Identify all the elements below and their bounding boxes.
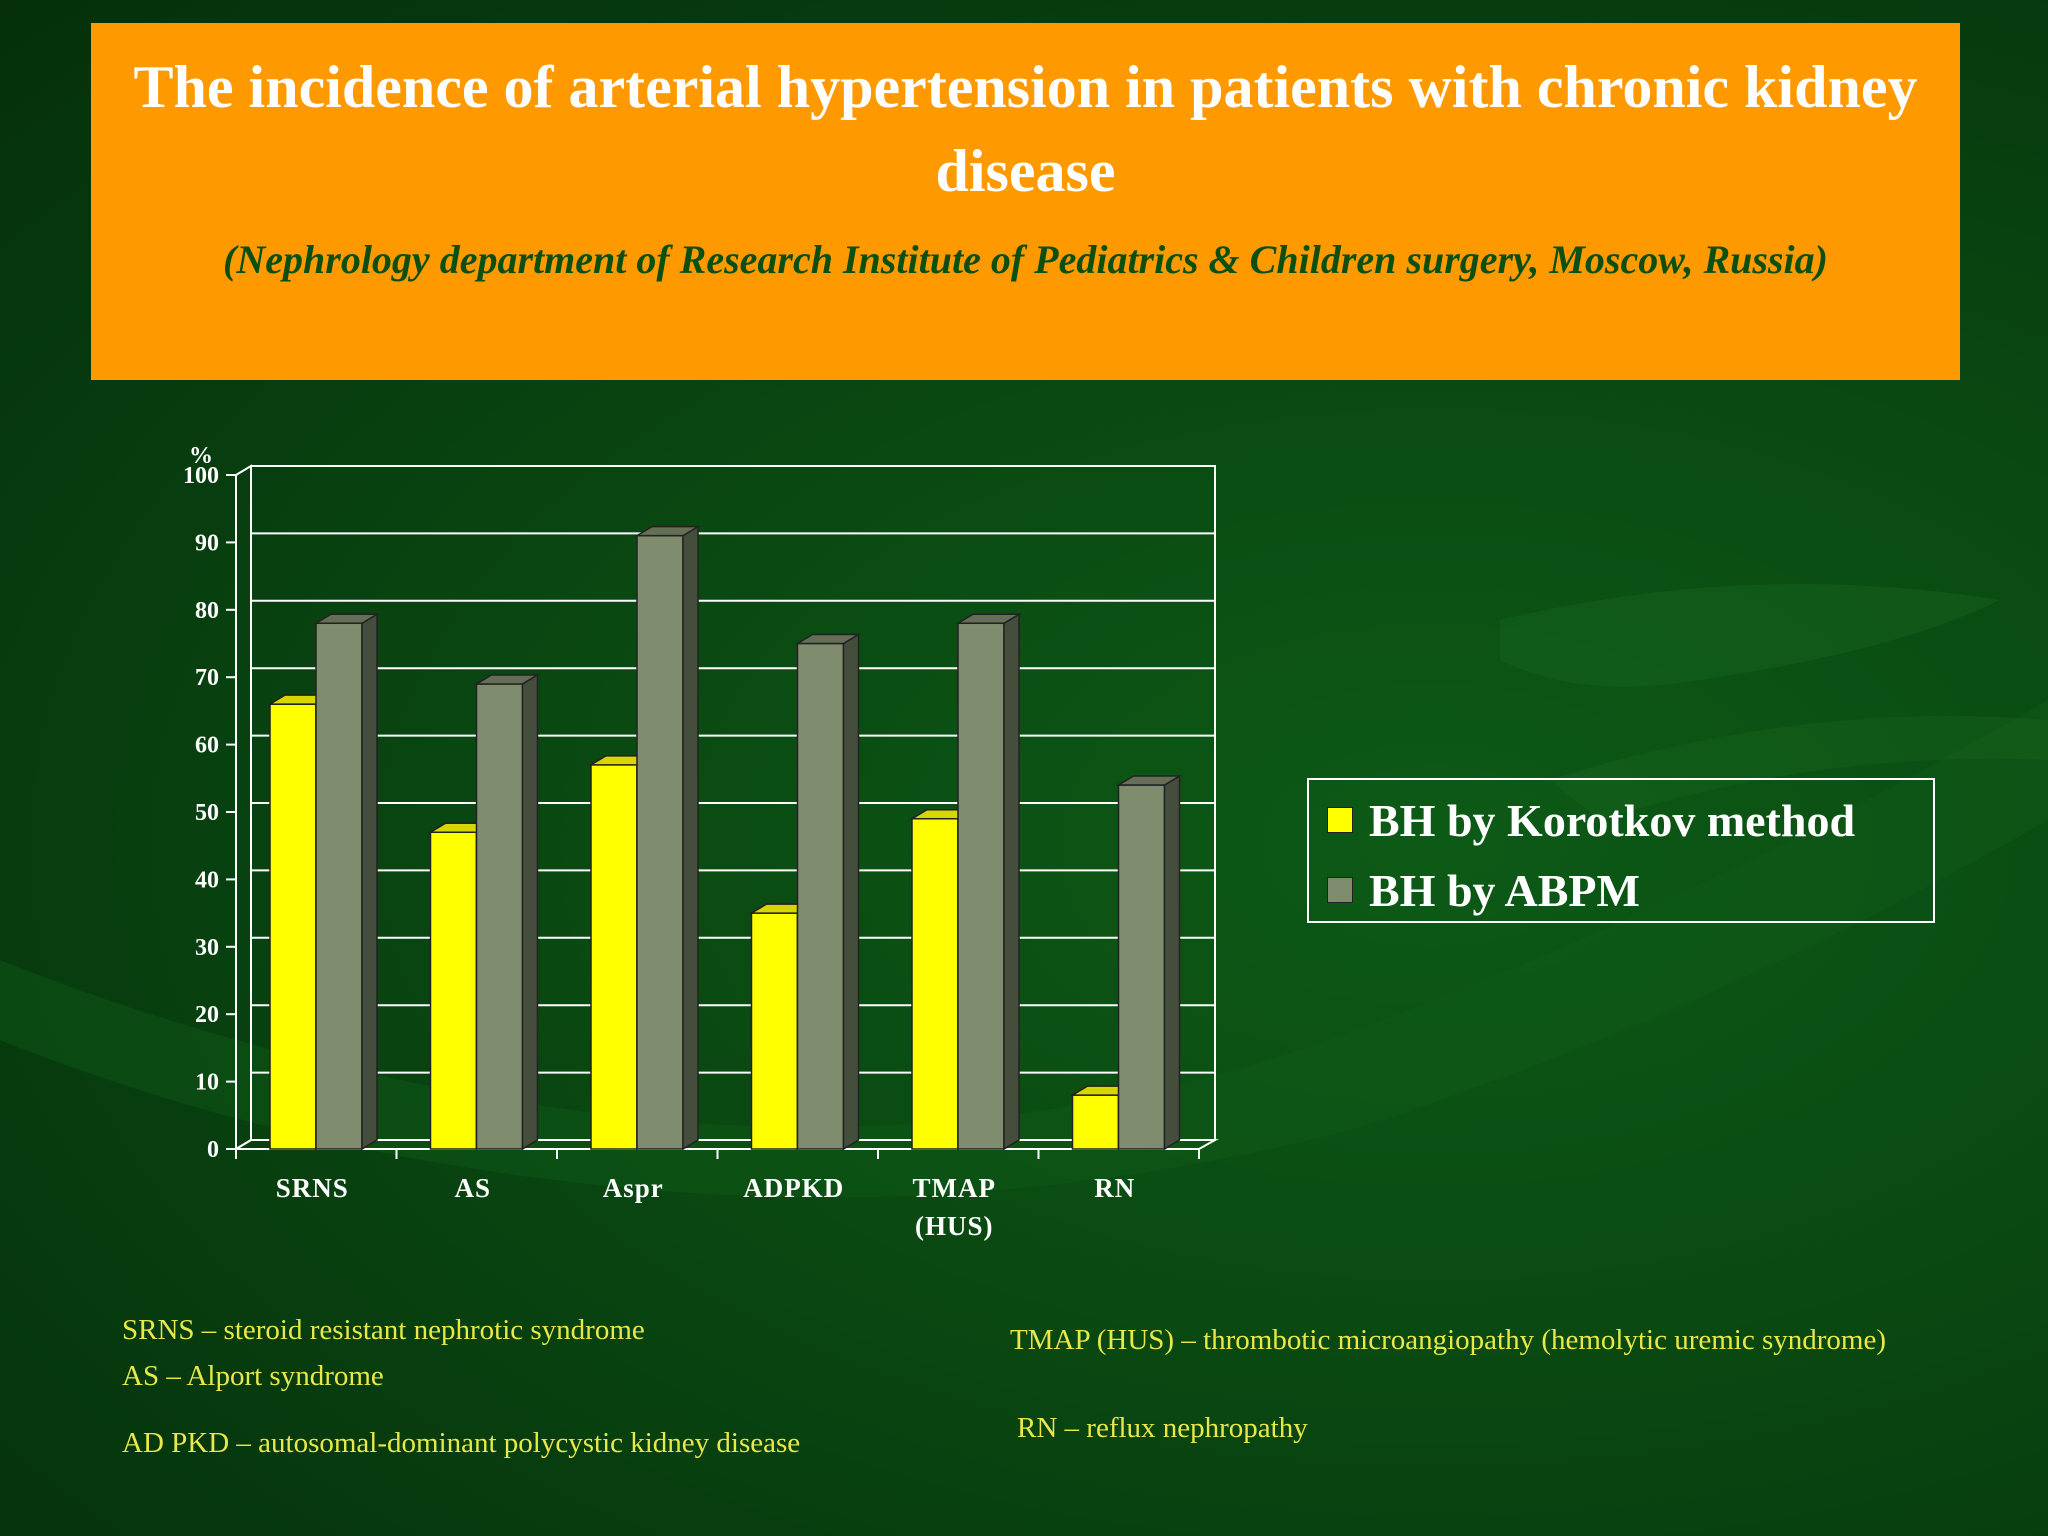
bar-abpm-top [794,633,862,645]
title-banner: The incidence of arterial hypertension i… [91,23,1960,380]
y-tick-label: 50 [195,800,219,826]
y-tick-label: 30 [195,935,219,961]
y-tick-label: 40 [195,867,219,893]
legend-swatch-korotkov [1327,807,1353,833]
bar-abpm [475,683,524,1150]
legend-swatch-abpm [1327,877,1353,903]
bar-abpm [957,622,1005,1150]
bar-abpm [636,534,684,1150]
bar-korotkov [1071,1094,1120,1150]
bar-abpm-top [634,525,701,537]
chart-side-wall [235,464,252,1151]
y-tick-label: 80 [195,598,219,624]
bar-abpm [796,642,845,1150]
bar-abpm-top [313,613,380,625]
bar-korotkov [590,764,638,1150]
bar-korotkov [429,831,478,1150]
bar-korotkov [911,817,959,1150]
bar-abpm-side [1163,774,1181,1151]
bar-abpm [315,622,363,1150]
legend-item-korotkov: BH by Korotkov method [1327,790,1855,850]
x-tick-label: SRNS [276,1173,349,1203]
x-tick-label: TMAP (HUS) [913,1173,996,1241]
bar-abpm-side [521,673,539,1151]
x-tick-label: RN [1094,1173,1135,1203]
y-tick-label: 0 [207,1137,219,1163]
legend-label-abpm: BH by ABPM [1369,864,1640,916]
bar-abpm-side [842,633,860,1151]
y-tick-label: 20 [195,1002,219,1028]
chart-legend: BH by Korotkov method BH by ABPM [1307,778,1935,923]
x-tick-label: AS [454,1173,491,1203]
bar-korotkov [750,912,799,1150]
legend-item-abpm: BH by ABPM [1327,860,1640,920]
y-tick-label: 100 [183,463,219,489]
slide-title: The incidence of arterial hypertension i… [133,54,1918,204]
y-tick-label: 60 [195,733,219,759]
bar-abpm-side [361,612,378,1151]
bar-korotkov [269,703,317,1150]
bar-abpm-side [1003,612,1020,1151]
footnote-srns: SRNS – steroid resistant nephrotic syndr… [122,1314,645,1346]
y-tick-label: 90 [195,530,219,556]
x-tick-label: Aspr [603,1173,664,1203]
x-tick-label: ADPKD [743,1173,844,1203]
bar-abpm-top [955,613,1022,625]
footnote-as: AS – Alport syndrome [122,1360,384,1392]
y-tick-label: 10 [195,1070,219,1096]
legend-label-korotkov: BH by Korotkov method [1369,794,1856,846]
bar-abpm-top [473,674,541,685]
bar-abpm-side [682,525,699,1151]
chart-floor [232,1139,1219,1150]
footnote-tmap: TMAP (HUS) – thrombotic microangiopathy … [1010,1324,1887,1356]
bar-abpm [1117,784,1166,1150]
y-axis-label: % [189,443,213,469]
footnote-rn: RN – reflux nephropathy [1017,1412,1308,1444]
footnote-adpkd: AD PKD – autosomal-dominant polycystic k… [122,1427,801,1459]
bar-abpm-top [1115,775,1183,786]
y-tick-label: 70 [195,665,219,691]
slide-subtitle: (Nephrology department of Research Insti… [223,237,1828,282]
